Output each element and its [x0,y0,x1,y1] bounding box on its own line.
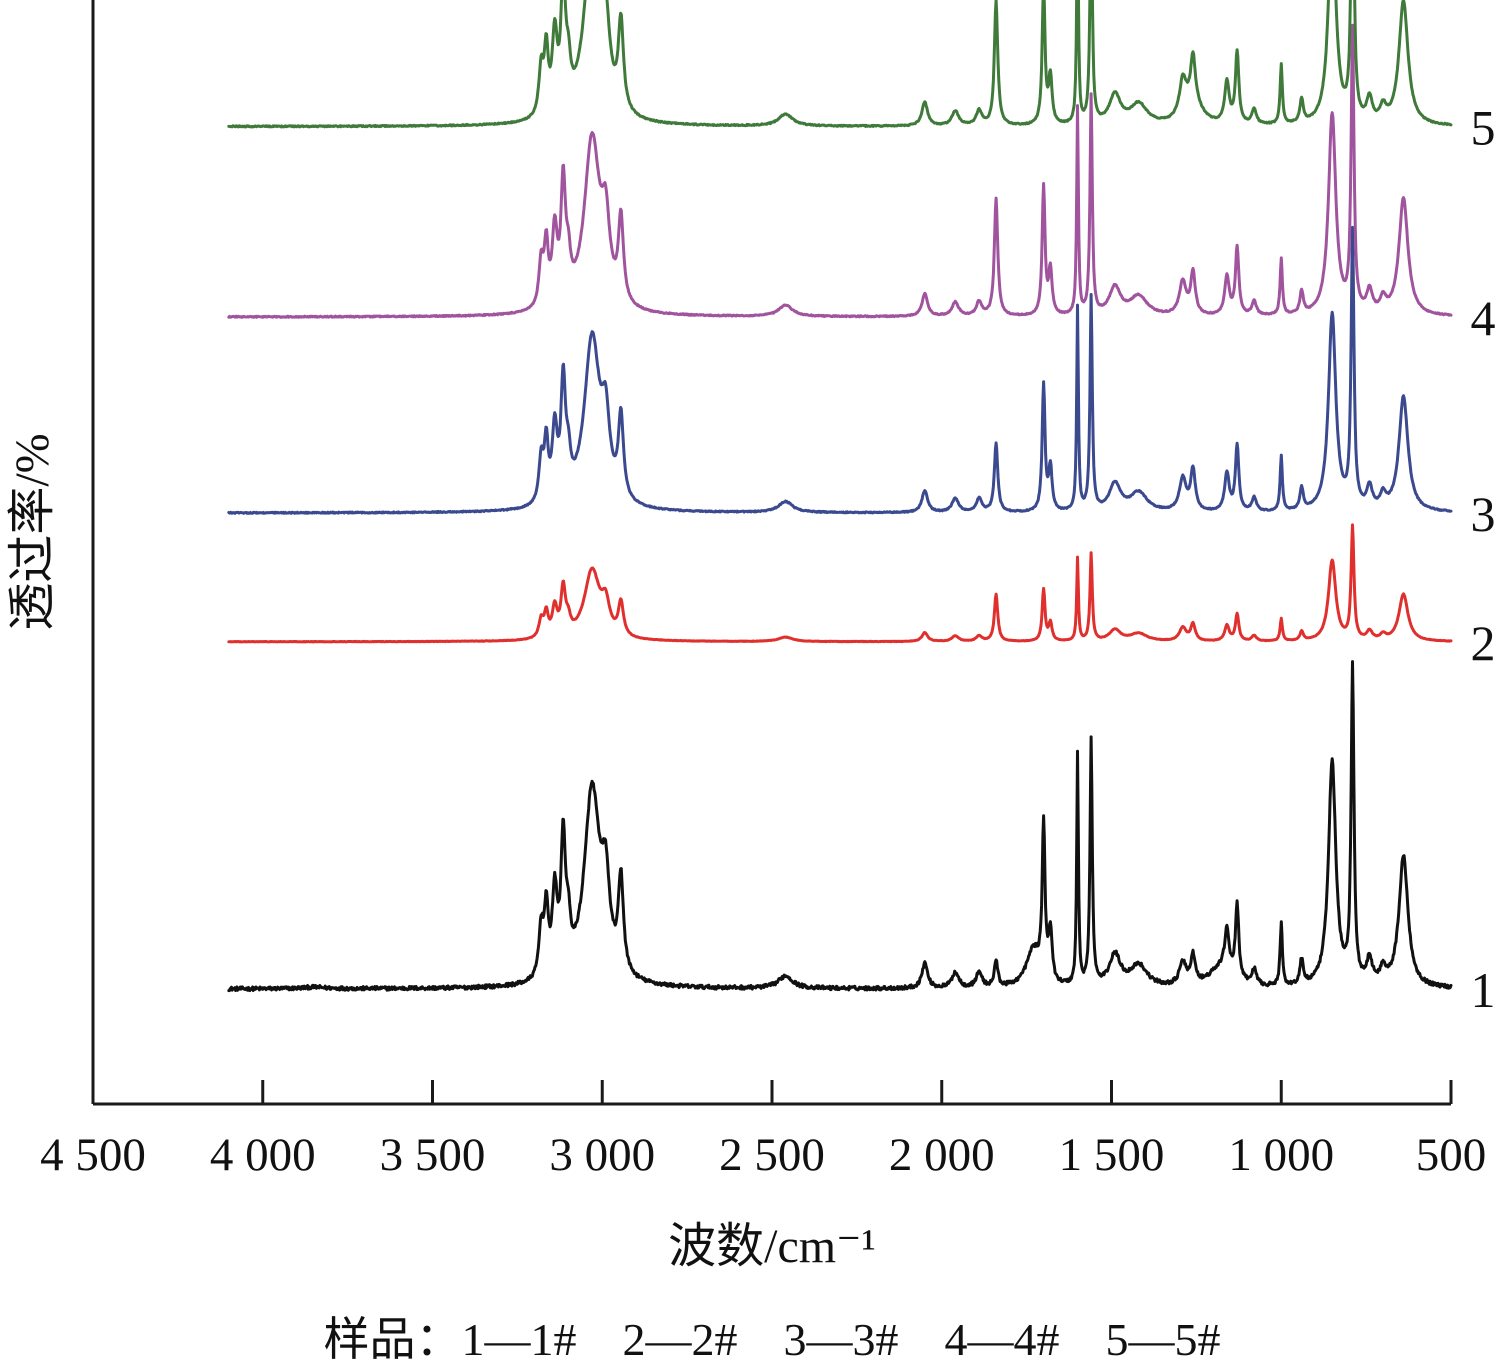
x-tick-label: 4 000 [210,1129,316,1181]
spectrum-line-5 [227,0,1453,129]
series-label-4: 4 [1471,290,1496,346]
spectrum-line-1 [227,660,1453,993]
x-tick-label: 1 000 [1228,1129,1334,1181]
x-tick-label: 2 000 [889,1129,995,1181]
x-tick-label: 4 500 [40,1129,146,1181]
sample-caption: 样品：1—1# 2—2# 3—3# 4—4# 5—5# [324,1314,1221,1365]
series-label-2: 2 [1471,615,1496,671]
series-label-5: 5 [1471,100,1496,156]
series-label-1: 1 [1471,962,1496,1018]
x-tick-label: 1 500 [1059,1129,1165,1181]
x-axis-title: 波数/cm⁻¹ [668,1220,876,1273]
spectrum-line-3 [227,225,1453,515]
spectrum-line-4 [227,23,1453,319]
x-tick-label: 500 [1416,1129,1487,1181]
x-tick-label: 2 500 [719,1129,825,1181]
spectrum-line-2 [227,523,1453,644]
axes [91,0,1451,1106]
series-label-3: 3 [1471,486,1496,542]
series-layer: 1 2 3 4 5 [227,0,1496,1018]
x-tick-label: 3 000 [549,1129,655,1181]
x-ticks: 4 500 4 000 3 500 3 000 2 500 2 000 1 500 1 000… [40,1080,1486,1181]
y-axis-title: 透过率/% [6,433,59,630]
x-tick-label: 3 500 [380,1129,486,1181]
